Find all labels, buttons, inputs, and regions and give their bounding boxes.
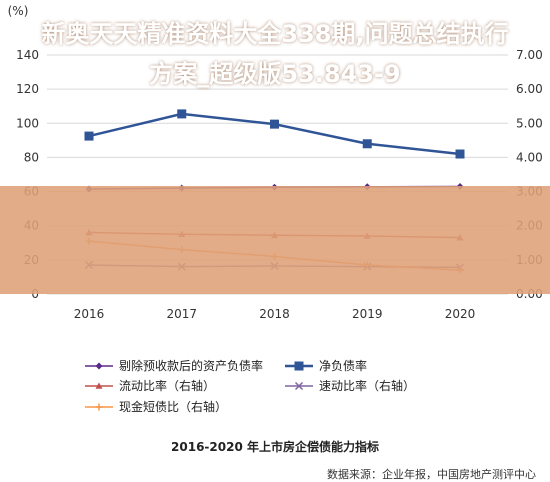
x-tick-label: 2020 [445, 307, 476, 321]
data-point-stroke [294, 381, 304, 391]
left-tick-label: 100 [16, 116, 39, 130]
source-note: 数据来源：企业年报，中国房地产测评中心 [327, 468, 536, 481]
left-tick-label: 80 [24, 150, 39, 164]
legend-label: 净负债率 [319, 358, 367, 373]
overlay-banner-text: 新奥天天精准资料大全338期,问题总结执行方案_超级版53.843-9 [41, 20, 509, 88]
data-point [270, 119, 279, 129]
left-axis-unit: (%) [8, 4, 29, 18]
legend-item: 剔除预收款后的资产负债率 [85, 358, 263, 373]
data-point [95, 382, 103, 389]
legend-item: 净负债率 [285, 358, 367, 373]
x-tick-label: 2016 [74, 307, 105, 321]
right-tick-label: 7.00 [516, 48, 543, 62]
x-tick-label: 2017 [166, 307, 197, 321]
legend-label: 流动比率（右轴） [119, 378, 215, 393]
legend-label: 现金短债比（右轴） [119, 399, 227, 414]
legend-label: 速动比率（右轴） [319, 378, 415, 393]
data-point [95, 403, 103, 411]
data-point [294, 381, 304, 391]
data-point [362, 139, 372, 149]
legend-label: 剔除预收款后的资产负债率 [119, 358, 263, 373]
chart-title: 2016-2020 年上市房企偿债能力指标 [171, 440, 379, 454]
data-point [177, 109, 187, 119]
data-point [294, 361, 304, 371]
right-tick-label: 6.00 [516, 82, 543, 96]
data-point [84, 131, 94, 141]
data-point [455, 149, 465, 159]
x-tick-label: 2018 [259, 307, 290, 321]
legend-item: 流动比率（右轴） [85, 378, 215, 393]
legend-item: 速动比率（右轴） [285, 378, 415, 393]
overlay-banner [0, 186, 550, 294]
data-point [95, 362, 103, 370]
right-tick-label: 4.00 [516, 150, 543, 164]
left-tick-label: 140 [16, 48, 39, 62]
series-2 [84, 109, 465, 159]
left-tick-label: 120 [16, 82, 39, 96]
legend-item: 现金短债比（右轴） [85, 399, 227, 414]
x-tick-label: 2019 [352, 307, 383, 321]
right-tick-label: 5.00 [516, 116, 543, 130]
left-tick-label: 0 [31, 287, 39, 301]
